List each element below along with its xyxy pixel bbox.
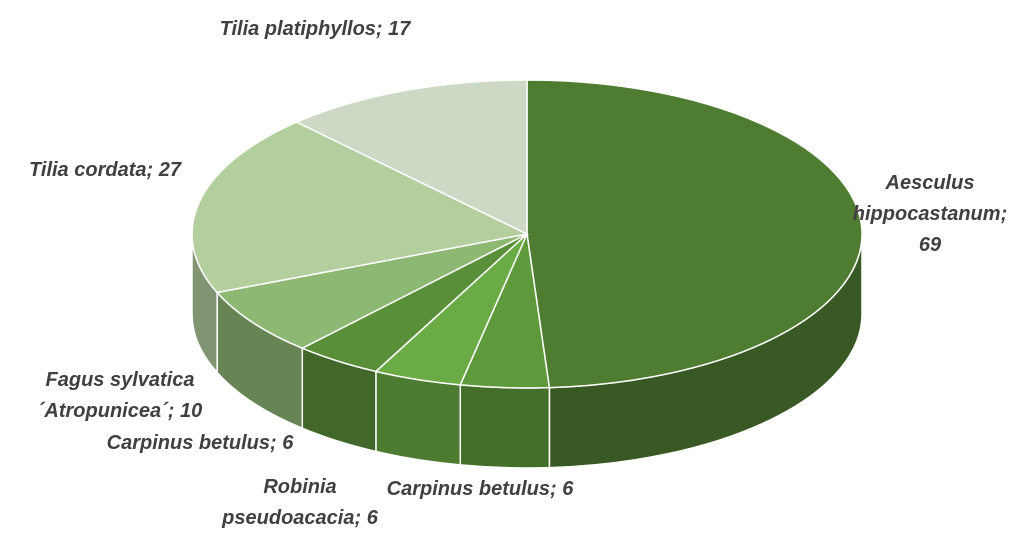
label-value: 27 xyxy=(158,159,181,181)
label-value: 6 xyxy=(562,478,574,500)
data-label: Robinia pseudoacacia; 6 xyxy=(210,472,390,534)
data-label: Fagus sylvatica ´Atropunicea´; 10 xyxy=(15,365,225,427)
label-value: 6 xyxy=(282,432,294,454)
label-name: Tilia platiphyllos xyxy=(219,18,376,40)
data-label: Tilia cordata; 27 xyxy=(0,155,225,186)
slice xyxy=(215,233,528,350)
label-value: 69 xyxy=(918,234,942,256)
data-label: Aesculus hippocastanum; 69 xyxy=(845,168,1015,261)
label-separator: ; xyxy=(550,478,557,500)
label-name: Aesculus hippocastanum xyxy=(852,172,1001,225)
label-name: Fagus sylvatica ´Atropunicea´ xyxy=(37,369,195,422)
label-separator: ; xyxy=(270,432,277,454)
label-separator: ; xyxy=(1000,203,1008,225)
slice xyxy=(191,121,530,294)
label-separator: ; xyxy=(375,18,383,40)
label-name: Robinia pseudoacacia xyxy=(222,476,355,529)
slice xyxy=(526,79,863,389)
slice-side xyxy=(375,370,462,466)
data-label: Carpinus betulus; 6 xyxy=(95,428,305,459)
label-separator: ; xyxy=(354,507,362,529)
slice xyxy=(295,79,528,236)
data-label: Carpinus betulus; 6 xyxy=(370,474,590,505)
label-separator: ; xyxy=(146,159,154,181)
label-value: 17 xyxy=(388,18,411,40)
label-separator: ; xyxy=(167,400,175,422)
label-name: Carpinus betulus xyxy=(386,478,550,500)
label-value: 10 xyxy=(179,400,203,422)
label-name: Carpinus betulus xyxy=(106,432,270,454)
data-label: Tilia platiphyllos; 17 xyxy=(205,14,425,45)
slice-side xyxy=(459,384,551,469)
label-name: Tilia cordata xyxy=(29,159,147,181)
label-value: 6 xyxy=(366,507,378,529)
